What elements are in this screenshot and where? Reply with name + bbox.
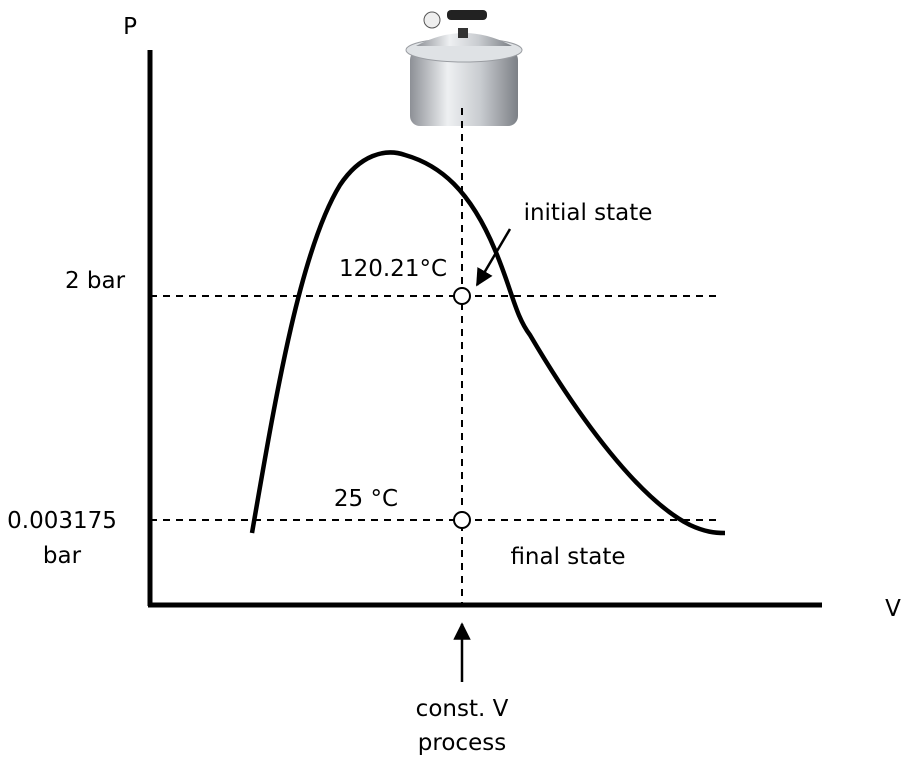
process-label: const. V <box>416 696 509 722</box>
x-axis-label: V <box>885 596 901 622</box>
saturation-dome <box>252 153 725 533</box>
pressure-cooker-icon <box>406 10 522 126</box>
temperature-label: 120.21°C <box>339 256 447 282</box>
pot-handle <box>447 10 487 20</box>
y-axis-label: P <box>123 14 137 40</box>
pressure-label: 0.003175 <box>7 508 117 534</box>
pressure-label: bar <box>43 543 82 569</box>
initial-state-point <box>454 288 470 304</box>
state-label: initial state <box>524 200 653 226</box>
pot-gauge <box>424 12 440 28</box>
final-state-point <box>454 512 470 528</box>
state-label: final state <box>510 544 625 570</box>
process-label: process <box>418 730 506 756</box>
body: P V 2 bar 0.003175 bar 120.21°C 25 °C in… <box>0 0 907 759</box>
diagram: P V 2 bar 0.003175 bar 120.21°C 25 °C in… <box>0 0 907 759</box>
temperature-label: 25 °C <box>334 486 398 512</box>
page: {"axes": {"y_label": "P", "x_label": "V"… <box>0 0 907 759</box>
pressure-label: 2 bar <box>65 268 126 294</box>
pot-valve <box>458 28 468 38</box>
